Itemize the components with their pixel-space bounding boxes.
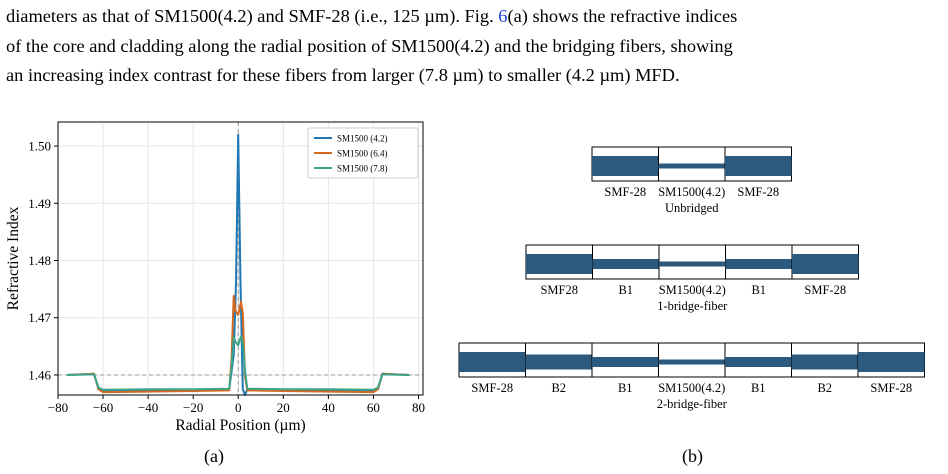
fiber-core <box>858 352 925 372</box>
refractive-index-chart: −80 −60 −40 −20 0 20 40 60 80 1.46 1.47 1.48 1.49 1.5… <box>5 121 425 434</box>
fiber-core <box>525 354 592 370</box>
paragraph-line-2: of the core and cladding along the radia… <box>6 35 733 56</box>
fiber-core <box>791 354 858 370</box>
fiber-core <box>659 261 726 267</box>
fiber-core <box>658 163 725 169</box>
fiber-segment-label: SMF-28 <box>604 185 646 199</box>
series-line <box>66 133 410 396</box>
row-caption: 2-bridge-fiber <box>657 397 728 411</box>
y-tick-label: 1.47 <box>28 310 51 325</box>
y-tick-label: 1.50 <box>28 139 51 154</box>
fiber-segment-label: SMF28 <box>540 283 578 297</box>
caption-b: (b) <box>682 446 703 466</box>
legend-entry: SM1500 (6.4) <box>337 149 388 159</box>
fiber-segment-label: B1 <box>751 381 766 395</box>
body-paragraph: diameters as that of SM1500(4.2) and SMF… <box>6 2 946 91</box>
fiber-core <box>592 156 659 176</box>
x-tick-label: 0 <box>235 400 242 415</box>
fiber-core <box>725 357 792 367</box>
legend-entry: SM1500 (7.8) <box>337 164 388 174</box>
y-tick-label: 1.46 <box>28 367 51 382</box>
fiber-segment-label: B1 <box>751 283 766 297</box>
x-tick-label: −80 <box>48 400 68 415</box>
fiber-segment-label: B2 <box>817 381 832 395</box>
fiber-segment-label: B1 <box>618 283 633 297</box>
fiber-core <box>725 259 792 269</box>
paragraph-line-1-text: diameters as that of SM1500(4.2) and SMF… <box>6 6 499 26</box>
diagram-row: SMF-28 SM1500(4.2) SMF-28 Unbridged <box>591 146 792 215</box>
figure-ref-link[interactable]: 6 <box>498 6 508 26</box>
diagram-row: SMF28 B1 SM1500(4.2) B1 SMF-28 1-bridge-fiber <box>525 244 859 313</box>
x-tick-label: −20 <box>183 400 203 415</box>
row-caption: Unbridged <box>665 201 719 215</box>
x-tick-label: 60 <box>367 400 380 415</box>
fiber-segment-label: SM1500(4.2) <box>658 185 725 199</box>
legend-entry: SM1500 (4.2) <box>337 134 388 144</box>
fiber-core <box>725 156 792 176</box>
x-tick-label: −40 <box>138 400 158 415</box>
paragraph-line-1: diameters as that of SM1500(4.2) and SMF… <box>6 2 946 32</box>
fiber-core <box>592 259 659 269</box>
fiber-segment-label: SMF-28 <box>737 185 779 199</box>
y-axis-label: Refractive Index <box>5 206 22 310</box>
x-tick-label: 80 <box>412 400 425 415</box>
fiber-segment-label: SM1500(4.2) <box>658 381 725 395</box>
fiber-segment-label: SMF-28 <box>471 381 513 395</box>
y-tick-label: 1.48 <box>28 253 51 268</box>
row-caption: 1-bridge-fiber <box>657 299 728 313</box>
paragraph-line-3: an increasing index contrast for these f… <box>6 65 680 85</box>
diagram-row: SMF-28 B2 B1 SM1500(4.2) B1 B2 SMF-28 2-bridge-… <box>458 342 925 411</box>
x-tick-label: −60 <box>93 400 113 415</box>
legend-box <box>307 127 419 179</box>
paragraph-line-1-tail: (a) shows the refractive indices <box>507 6 738 26</box>
fiber-core <box>792 254 859 274</box>
plot-frame <box>57 121 424 396</box>
caption-a: (a) <box>204 446 224 466</box>
fiber-core <box>592 357 659 367</box>
x-tick-label: 40 <box>322 400 335 415</box>
x-axis-label: Radial Position (µm) <box>175 417 305 434</box>
fiber-core <box>658 359 725 365</box>
fiber-core <box>459 352 526 372</box>
fiber-segment-label: B2 <box>551 381 566 395</box>
fiber-segment-label: SM1500(4.2) <box>659 283 726 297</box>
y-tick-label: 1.49 <box>28 196 51 211</box>
fiber-core <box>526 254 593 274</box>
series-line <box>66 335 410 391</box>
fiber-segment-label: SMF-28 <box>804 283 846 297</box>
fiber-segment-label: SMF-28 <box>870 381 912 395</box>
x-tick-label: 20 <box>277 400 290 415</box>
fiber-segment-label: B1 <box>618 381 633 395</box>
series-line <box>66 295 410 394</box>
